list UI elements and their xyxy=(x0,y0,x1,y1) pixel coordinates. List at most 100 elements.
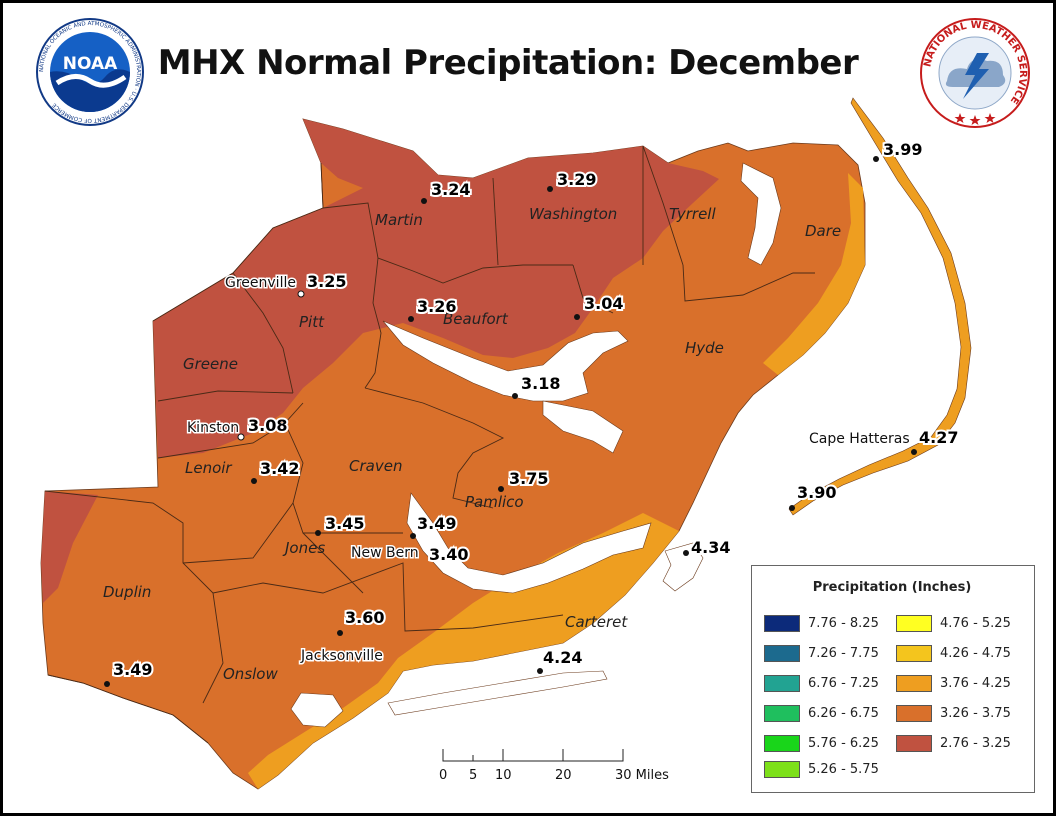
station-marker[interactable]: 4.34 xyxy=(683,536,732,559)
scale-tick: 20 xyxy=(555,768,572,783)
legend-item: 6.26 - 6.75 xyxy=(764,704,898,724)
legend-item: 7.76 - 8.25 xyxy=(764,614,898,634)
legend-swatch xyxy=(896,645,932,662)
scale-tick: 30 Miles xyxy=(615,768,669,783)
legend-label: 4.26 - 4.75 xyxy=(940,646,1011,661)
station-marker[interactable]: 3.60 xyxy=(337,606,386,636)
legend-item: 7.26 - 7.75 xyxy=(764,644,898,664)
station-value: 3.49 xyxy=(113,660,152,679)
station-marker[interactable]: Greenville 3.25 xyxy=(224,270,348,298)
scale-tick: 10 xyxy=(495,768,512,783)
station-marker[interactable]: Kinston 3.08 xyxy=(186,414,289,441)
legend-label: 2.76 - 3.25 xyxy=(940,736,1011,751)
legend: Precipitation (Inches) 7.76 - 8.25 7.26 … xyxy=(751,565,1035,793)
station-value: 3.26 xyxy=(417,297,456,316)
station-value: 3.45 xyxy=(325,514,364,533)
legend-item: 3.26 - 3.75 xyxy=(896,704,1030,724)
station-marker[interactable]: 3.42 xyxy=(251,457,301,484)
station-marker[interactable]: Cape Hatteras 4.27 xyxy=(808,426,960,455)
map-title: MHX Normal Precipitation: December xyxy=(157,43,859,83)
station-value: 3.49 xyxy=(417,514,456,533)
scale-bar: 0 5 10 20 30 Miles xyxy=(439,749,669,783)
legend-swatch xyxy=(764,645,800,662)
station-value: 3.29 xyxy=(557,170,596,189)
legend-swatch xyxy=(764,675,800,692)
legend-label: 4.76 - 5.25 xyxy=(940,616,1011,631)
legend-label: 6.76 - 7.25 xyxy=(808,676,879,691)
region-orange-coast xyxy=(248,513,679,789)
county-boundaries xyxy=(44,145,815,744)
station-value: 3.60 xyxy=(345,608,384,627)
station-marker[interactable]: 3.45 xyxy=(315,512,366,536)
region-orange-east xyxy=(763,173,865,375)
nws-logo-icon: NATIONAL WEATHER SERVICE xyxy=(920,18,1030,128)
pamlico-river xyxy=(382,320,629,402)
noaa-logo-text: NOAA xyxy=(63,54,118,74)
region-red-north xyxy=(153,119,719,458)
noaa-logo-icon: NOAA NATIONAL OCEANIC AND ATMOSPHERIC AD… xyxy=(36,18,144,126)
neuse-river xyxy=(406,492,652,594)
station-value: 3.75 xyxy=(509,469,548,488)
station-marker[interactable]: 4.24 xyxy=(537,646,584,674)
station-marker[interactable]: 3.24 xyxy=(421,178,472,204)
station-marker[interactable]: 3.75 xyxy=(498,467,550,492)
legend-swatch xyxy=(764,615,800,632)
legend-label: 7.26 - 7.75 xyxy=(808,646,879,661)
station-layer: 3.24 3.29 3.99 Greenville 3.25 3.26 3.04 … xyxy=(104,138,960,783)
station-value: 3.08 xyxy=(248,416,287,435)
station-city: Greenville xyxy=(225,275,296,291)
station-marker[interactable]: 3.49 xyxy=(410,512,458,539)
station-value: 4.34 xyxy=(691,538,730,557)
station-value: 3.24 xyxy=(431,180,470,199)
station-value: 3.18 xyxy=(521,374,560,393)
station-marker[interactable]: 3.90 xyxy=(789,481,838,511)
water-bodies xyxy=(290,162,782,728)
legend-item: 4.26 - 4.75 xyxy=(896,644,1030,664)
legend-swatch xyxy=(764,761,800,778)
legend-label: 5.26 - 5.75 xyxy=(808,762,879,777)
legend-swatch xyxy=(764,735,800,752)
new-river xyxy=(290,692,344,728)
station-value: 3.99 xyxy=(883,140,922,159)
legend-item: 2.76 - 3.25 xyxy=(896,734,1030,754)
legend-item: 5.26 - 5.75 xyxy=(764,760,898,780)
station-value: 3.90 xyxy=(797,483,836,502)
station-value: 3.42 xyxy=(260,459,299,478)
region-red-west xyxy=(41,491,98,603)
legend-title: Precipitation (Inches) xyxy=(812,580,972,595)
legend-label: 3.26 - 3.75 xyxy=(940,706,1011,721)
station-value: 3.40 xyxy=(429,545,468,564)
station-value: 4.24 xyxy=(543,648,582,667)
core-sound xyxy=(662,542,704,592)
station-marker[interactable]: 3.29 xyxy=(547,168,598,192)
scale-tick: 5 xyxy=(469,768,477,783)
legend-swatch xyxy=(764,705,800,722)
legend-label: 6.26 - 6.75 xyxy=(808,706,879,721)
legend-item: 5.76 - 6.25 xyxy=(764,734,898,754)
station-city: Jacksonville xyxy=(300,648,383,664)
station-marker[interactable]: 3.99 xyxy=(873,138,924,162)
station-value: 4.27 xyxy=(919,428,958,447)
bogue-sound xyxy=(387,670,608,716)
legend-item: 3.76 - 4.25 xyxy=(896,674,1030,694)
station-marker[interactable]: 3.26 xyxy=(408,295,458,322)
station-city: New Bern xyxy=(351,545,419,561)
station-marker[interactable]: 3.04 xyxy=(574,292,625,320)
precipitation-map xyxy=(40,97,972,790)
scale-tick: 0 xyxy=(439,768,447,783)
legend-item: 6.76 - 7.25 xyxy=(764,674,898,694)
legend-swatch xyxy=(896,615,932,632)
legend-label: 7.76 - 8.25 xyxy=(808,616,879,631)
legend-label: 3.76 - 4.25 xyxy=(940,676,1011,691)
legend-label: 5.76 - 6.25 xyxy=(808,736,879,751)
albemarle-sound-arm xyxy=(740,162,782,266)
station-city: Kinston xyxy=(187,420,239,436)
station-marker: Jacksonville xyxy=(299,647,385,666)
pamlico-river-mouth xyxy=(542,400,624,454)
nws-stars-icon xyxy=(954,113,996,125)
station-value: 3.04 xyxy=(584,294,623,313)
station-marker[interactable]: 3.49 xyxy=(104,658,154,687)
station-city: Cape Hatteras xyxy=(809,431,910,447)
station-marker[interactable]: 3.18 xyxy=(512,372,562,399)
